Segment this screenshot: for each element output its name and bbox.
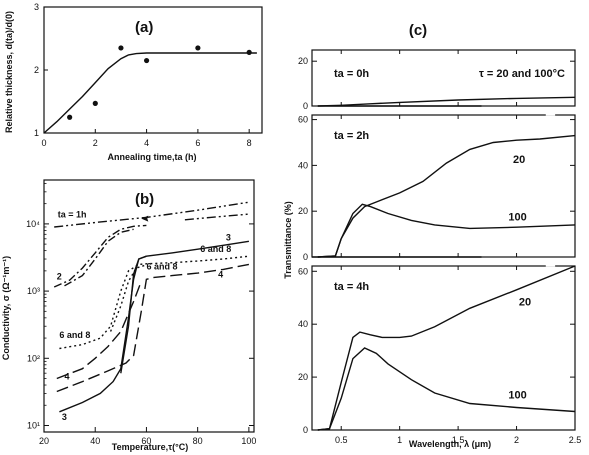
- panel-c-ytick-label: 0: [303, 425, 308, 435]
- panel-c-xtick-label: 2.5: [569, 435, 582, 445]
- panel-c-series-line: [317, 203, 576, 258]
- panel-b-ytick-label: 10³: [27, 286, 40, 296]
- panel-c-ytick-label: 0: [303, 252, 308, 262]
- panel-c-label: (c): [409, 22, 427, 39]
- panel-c-curve-label: 100: [508, 211, 526, 223]
- panel-a-ytick-label: 1: [34, 128, 39, 138]
- panel-a-xlabel: Annealing time,ta (h): [107, 152, 196, 162]
- panel-b-series-line: [59, 255, 249, 350]
- panel-b-ytick-label: 10²: [27, 353, 40, 363]
- panel-b-series-line: [53, 224, 147, 288]
- panel-c: (c) Transmittance (%) Wavelength, λ (μm)…: [283, 22, 581, 449]
- panel-b-series-line: [56, 263, 250, 393]
- panel-c-ytick-label: 20: [298, 206, 308, 216]
- panel-c-curve-label: 20: [513, 154, 525, 166]
- panel-c-ytick-label: 20: [298, 56, 308, 66]
- panel-c-frames: [311, 49, 576, 431]
- panel-a-xtick-label: 4: [144, 138, 149, 148]
- panel-b-curve-label: 2: [57, 271, 62, 281]
- panel-c-series-line: [317, 96, 576, 107]
- panel-b-ticks: 20 40 60 80 100 10¹ 10² 10³ 10⁴: [26, 183, 256, 446]
- panel-b-curve-label: 4: [64, 372, 69, 382]
- panel-a-ytick-label: 3: [34, 2, 39, 12]
- panel-b-label: (b): [135, 191, 154, 208]
- panel-c-xtick-label: 2: [514, 435, 519, 445]
- panel-c-ytick-label: 60: [298, 266, 308, 276]
- panel-c-subplot-note: τ = 20 and 100°C: [479, 68, 565, 80]
- panel-b-xtick-label: 100: [241, 436, 256, 446]
- panel-b: (b) Conductivity, σ (Ω⁻¹m⁻¹) Temperature…: [1, 179, 256, 452]
- panel-b-ylabel: Conductivity, σ (Ω⁻¹m⁻¹): [1, 256, 11, 360]
- panel-a-data-point: [195, 45, 201, 51]
- panel-b-curve-label: 6 and 8: [200, 244, 231, 254]
- panel-b-ytick-label: 10¹: [27, 420, 40, 430]
- panel-c-ticks: 0 20 0 20 40 60 0 20 40 60 0.5 1 1.5 2 2.5: [298, 50, 581, 445]
- panel-b-curve-label: 4: [218, 269, 223, 279]
- panel-c-series-line: [317, 265, 576, 431]
- panel-c-marks: ta = 0h τ = 20 and 100°C ta = 2h 20 100 ta = …: [312, 68, 576, 431]
- panel-c-xlabel: Wavelength, λ (μm): [409, 439, 491, 449]
- panel-c-ytick-label: 20: [298, 372, 308, 382]
- panel-a-data-point: [92, 100, 98, 106]
- panel-c-xtick-label: 1.5: [452, 435, 465, 445]
- panel-c-xtick-label: 0.5: [335, 435, 348, 445]
- panel-a-xtick-label: 8: [247, 138, 252, 148]
- panel-a-ticks: 0 2 4 6 8 1 2 3: [34, 2, 252, 148]
- panel-b-curve-label: 6 and 8: [146, 261, 177, 271]
- panel-c-curve-label: 100: [508, 389, 526, 401]
- panel-b-curve-label: 3: [62, 412, 67, 422]
- panel-c-subplot-label: ta = 0h: [334, 68, 369, 80]
- panel-a-marks: [43, 45, 257, 134]
- panel-a-data-point: [246, 49, 252, 55]
- panel-b-ytick-label: 10⁴: [26, 219, 40, 229]
- panel-c-ytick-label: 0: [303, 101, 308, 111]
- panel-b-xtick-label: 80: [193, 436, 203, 446]
- panel-b-xtick-label: 20: [39, 436, 49, 446]
- panel-a-xtick-label: 2: [93, 138, 98, 148]
- panel-c-subplot-label: ta = 4h: [334, 281, 369, 293]
- panel-c-xtick-label: 1: [397, 435, 402, 445]
- panel-c-subplot-label: ta = 2h: [334, 130, 369, 142]
- panel-c-subplot-frame: [311, 265, 576, 431]
- panel-b-xlabel: Temperature,τ(°C): [112, 442, 188, 452]
- panel-c-ylabel: Transmittance (%): [283, 201, 293, 279]
- panel-b-series-name-1h: ta = 1h: [58, 209, 87, 219]
- panel-b-series-line: [56, 281, 142, 380]
- panel-c-ytick-label: 60: [298, 115, 308, 125]
- panel-b-xtick-label: 60: [141, 436, 151, 446]
- panel-a-fit-curve: [43, 52, 257, 134]
- panel-a-ytick-label: 2: [34, 65, 39, 75]
- panel-a-xtick-label: 0: [41, 138, 46, 148]
- panel-c-series-line: [317, 134, 576, 258]
- panel-b-arrow-icon: [141, 215, 149, 222]
- panel-a-ylabel: Relative thickness, d(ta)/d(0): [4, 11, 14, 133]
- panel-b-marks: ta = 1h 3 6 and 8 6 and 8 4 2 6 and 8 4 3: [53, 201, 250, 422]
- panel-b-xtick-label: 40: [90, 436, 100, 446]
- panel-c-curve-label: 20: [519, 297, 531, 309]
- panel-a-data-point: [67, 114, 73, 120]
- panel-a: (a) Relative thickness, d(ta)/d(0) Annea…: [4, 2, 263, 162]
- panel-a-data-point: [118, 45, 124, 51]
- panel-c-ytick-label: 40: [298, 160, 308, 170]
- panel-b-curve-label: 3: [226, 232, 231, 242]
- panel-a-data-point: [143, 57, 150, 64]
- panel-b-series-line: [64, 228, 134, 287]
- panel-c-ytick-label: 40: [298, 319, 308, 329]
- panel-b-series-line: [120, 255, 147, 374]
- panel-c-series-line: [317, 347, 576, 431]
- panel-b-series-line: [184, 213, 249, 221]
- panel-a-xtick-label: 6: [195, 138, 200, 148]
- panel-b-curve-label: 6 and 8: [59, 330, 90, 340]
- panel-a-label: (a): [135, 19, 153, 36]
